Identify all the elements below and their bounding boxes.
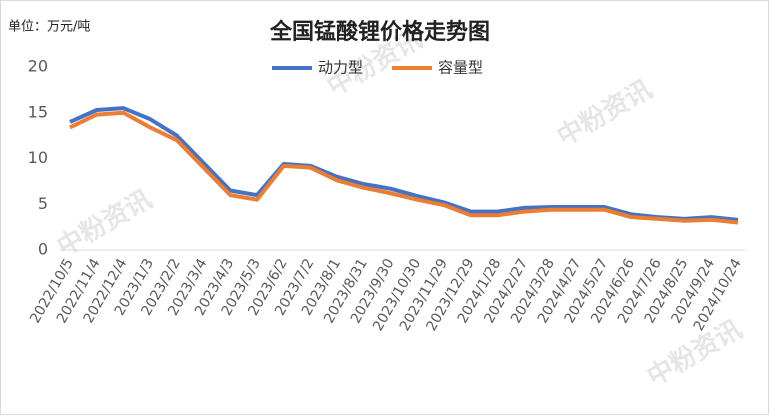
chart-title: 全国锰酸锂价格走势图 <box>269 19 490 45</box>
unit-label: 单位：万元/吨 <box>8 20 90 35</box>
y-tick-label: 20 <box>28 57 48 76</box>
line-series <box>69 110 739 225</box>
line-series <box>69 106 739 222</box>
y-tick-label: 15 <box>28 102 48 121</box>
y-tick-label: 5 <box>38 194 48 213</box>
y-tick-label: 0 <box>38 240 48 259</box>
y-tick-label: 10 <box>28 148 48 167</box>
legend-label: 动力型 <box>318 59 363 77</box>
legend-label: 容量型 <box>438 59 483 77</box>
